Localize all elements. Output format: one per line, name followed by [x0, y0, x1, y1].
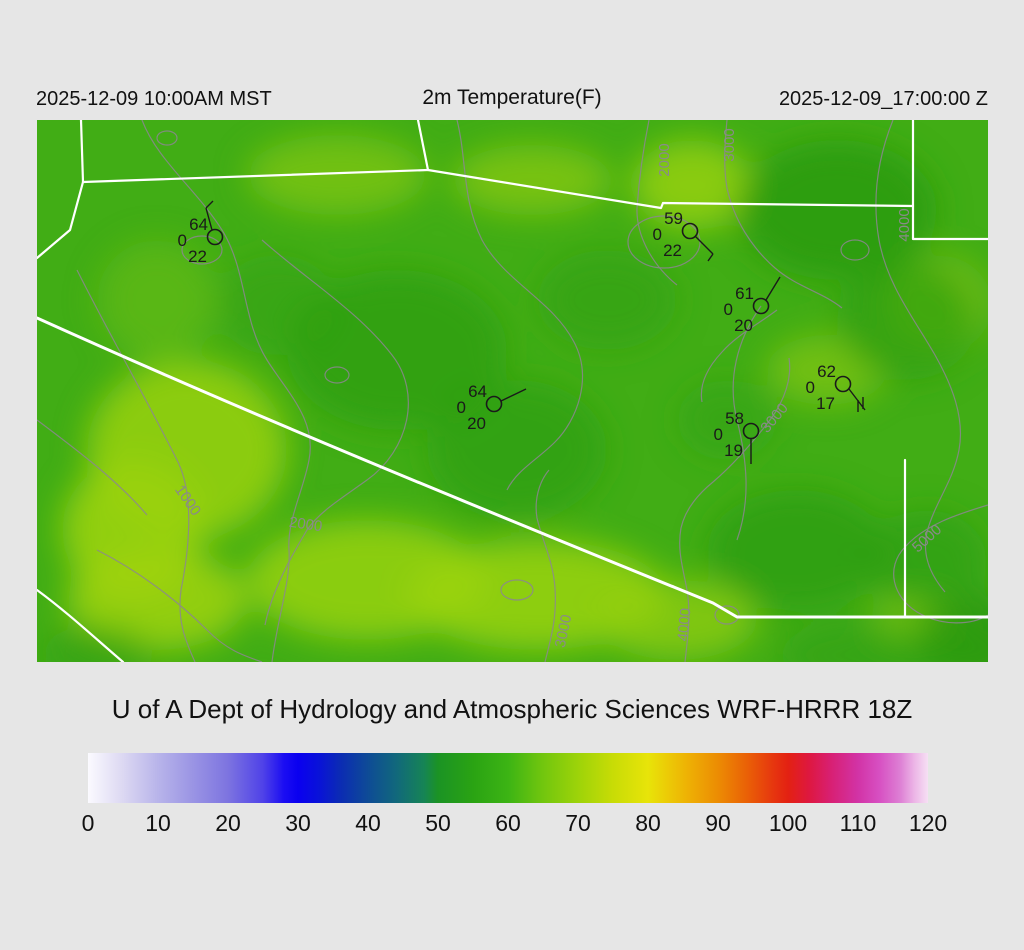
station-plot: 62 0 17 — [806, 362, 866, 413]
contour-label: 4000 — [896, 208, 913, 241]
station-temp: 62 — [817, 362, 836, 381]
colorbar-gradient — [88, 753, 928, 803]
station-low: 22 — [663, 241, 682, 260]
colorbar-tick: 70 — [565, 810, 591, 836]
colorbar-tick: 50 — [425, 810, 451, 836]
colorbar-tick: 40 — [355, 810, 381, 836]
colorbar-tick: 60 — [495, 810, 521, 836]
station-temp: 58 — [725, 409, 744, 428]
valid-time-utc: 2025-12-09_17:00:00 Z — [778, 88, 988, 110]
temperature-map-panel: 1000 2000 2000 3000 4000 3000 3000 4000 … — [35, 118, 1024, 690]
station-temp: 61 — [735, 284, 754, 303]
colorbar-tick: 120 — [908, 810, 948, 836]
station-aux: 0 — [714, 425, 723, 444]
caption: U of A Dept of Hydrology and Atmospheric… — [111, 694, 913, 724]
station-plot: 58 0 19 — [714, 409, 760, 464]
station-low: 17 — [816, 394, 835, 413]
station-low: 22 — [188, 247, 207, 266]
station-aux: 0 — [653, 225, 662, 244]
station-aux: 0 — [178, 231, 187, 250]
station-aux: 0 — [724, 300, 733, 319]
station-plots: 64 0 22 64 0 20 59 0 22 61 0 20 — [178, 200, 866, 464]
wind-barb-icon — [500, 388, 527, 402]
valid-time-local: 2025-12-09 10:00AM MST — [36, 88, 272, 110]
wind-barb-icon — [205, 200, 214, 231]
wind-barb-icon — [765, 276, 781, 301]
station-plot: 64 0 22 — [178, 200, 224, 266]
colorbar-ticks: 0 10 20 30 40 50 60 70 80 90 100 110 120 — [82, 810, 948, 840]
temperature-map: 1000 2000 2000 3000 4000 3000 3000 4000 … — [35, 118, 1024, 690]
wind-barb-icon — [848, 388, 866, 412]
colorbar-tick: 10 — [145, 810, 171, 836]
colorbar-tick: 90 — [705, 810, 731, 836]
colorbar-tick: 80 — [635, 810, 661, 836]
colorbar-tick: 110 — [839, 810, 877, 836]
boundary-lines — [35, 118, 990, 664]
elevation-contours — [36, 119, 989, 663]
colorbar-tick: 30 — [285, 810, 311, 836]
station-low: 20 — [467, 414, 486, 433]
contour-label: 2000 — [656, 143, 673, 176]
colorbar-tick: 0 — [81, 810, 95, 836]
station-temp: 64 — [468, 382, 487, 401]
contour-label: 4000 — [675, 607, 695, 642]
station-temp: 59 — [664, 209, 683, 228]
contour-label: 3000 — [721, 128, 738, 161]
wind-barb-icon — [694, 235, 714, 262]
contour-label: 3000 — [552, 613, 576, 649]
colorbar-tick: 20 — [215, 810, 241, 836]
station-plot: 59 0 22 — [653, 209, 714, 262]
page-title: 2m Temperature(F) — [422, 86, 602, 109]
colorbar-tick: 100 — [768, 810, 808, 836]
station-plot: 61 0 20 — [724, 276, 781, 335]
contour-label: 2000 — [288, 514, 323, 535]
station-low: 20 — [734, 316, 753, 335]
station-low: 19 — [724, 441, 743, 460]
station-plot: 64 0 20 — [457, 382, 527, 433]
station-temp: 64 — [189, 215, 208, 234]
station-aux: 0 — [457, 398, 466, 417]
station-aux: 0 — [806, 378, 815, 397]
